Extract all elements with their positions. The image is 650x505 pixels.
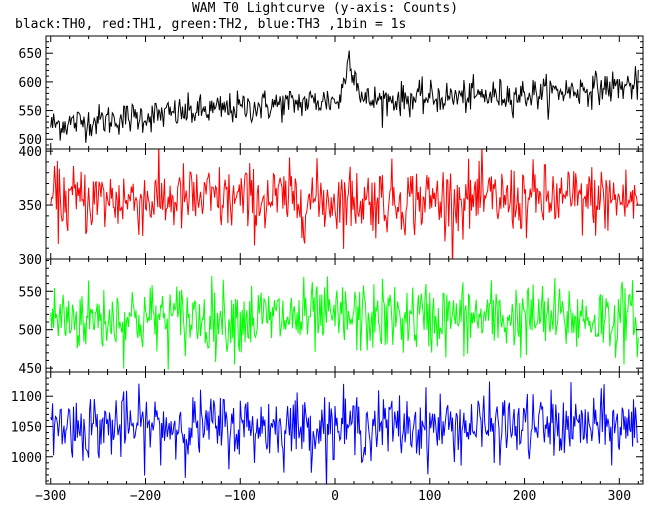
panel-th2: 450 500 550: [19, 258, 644, 377]
panel-th0: 500 550 600 650: [19, 35, 644, 150]
y-tick-label: 550: [19, 105, 42, 120]
series-th0: [50, 50, 639, 143]
panel-th1: 300 350 400: [19, 145, 644, 268]
series-th1: [50, 149, 639, 259]
chart-legend-text: black:TH0, red:TH1, green:TH2, blue:TH3 …: [15, 17, 407, 32]
y-tick-label: 450: [19, 362, 42, 377]
y-tick-label: 600: [19, 76, 42, 91]
y-tick-label: 500: [19, 133, 42, 148]
y-tick-label: 1050: [11, 420, 42, 435]
x-tick-label: −100: [225, 489, 256, 504]
y-tick-label: 350: [19, 199, 42, 214]
x-tick-label: −300: [35, 489, 66, 504]
x-tick-label: 100: [418, 489, 441, 504]
y-tick-label: 500: [19, 324, 42, 339]
panel-frame: [45, 371, 644, 485]
x-tick-label: 300: [608, 489, 631, 504]
y-tick-label: 550: [19, 285, 42, 300]
chart-title: WAM T0 Lightcurve (y-axis: Counts): [191, 1, 459, 16]
x-tick-label: −200: [130, 489, 161, 504]
y-tick-label: 1000: [11, 451, 42, 466]
series-th2: [50, 275, 639, 370]
panel-th3: 1000 1050 1100: [11, 371, 644, 485]
y-tick-label: 400: [19, 145, 42, 160]
x-tick-label: 0: [331, 489, 339, 504]
y-tick-label: 300: [19, 253, 42, 268]
y-tick-label: 650: [19, 47, 42, 62]
x-tick-label: 200: [513, 489, 536, 504]
y-tick-label: 1100: [11, 390, 42, 405]
series-th3: [50, 381, 639, 484]
panel-frame: [45, 35, 644, 150]
